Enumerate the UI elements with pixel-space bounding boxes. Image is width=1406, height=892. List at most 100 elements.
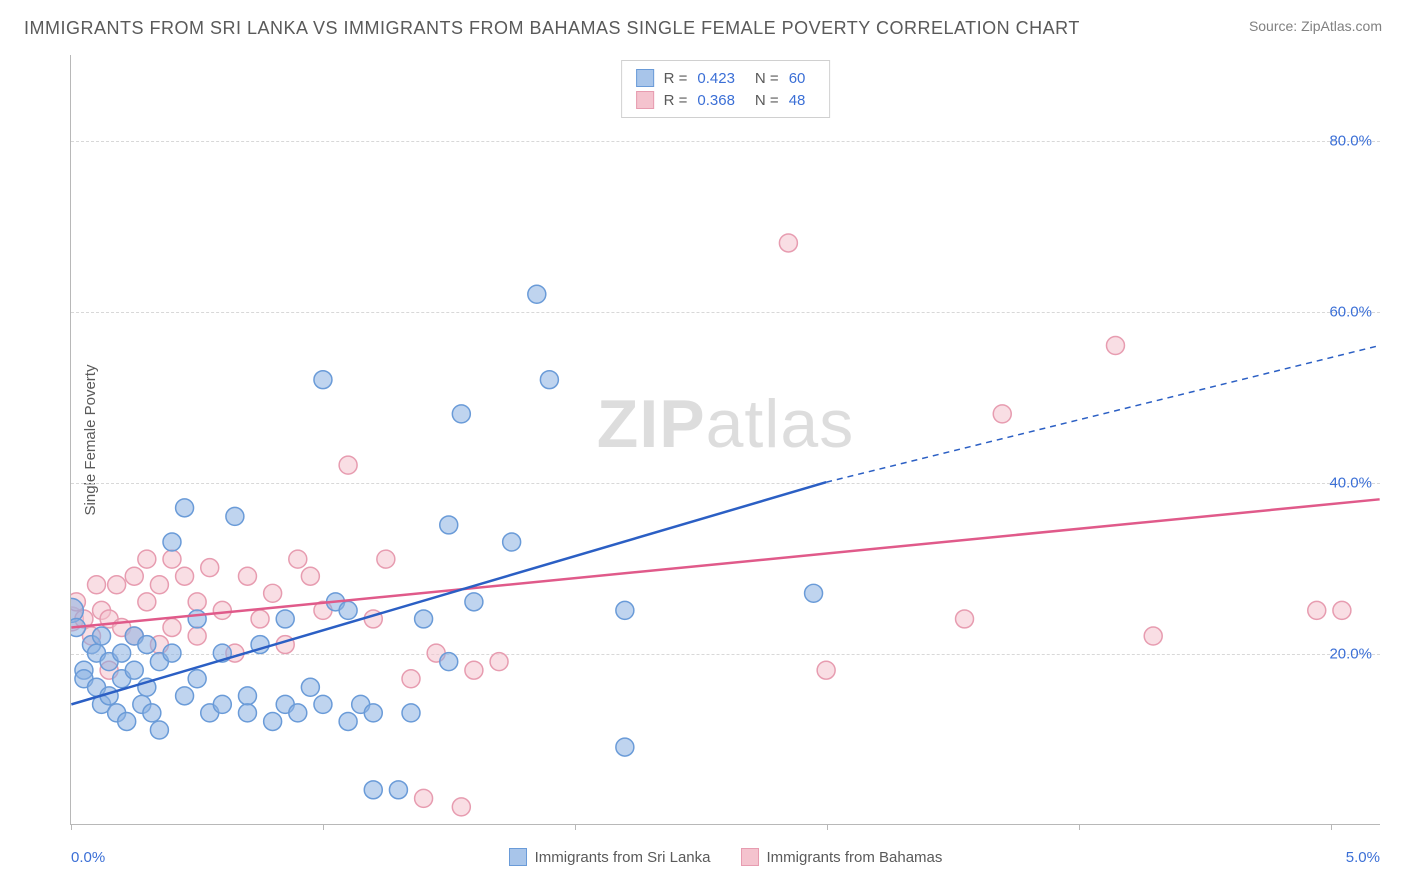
data-point [264, 584, 282, 602]
data-point [314, 371, 332, 389]
data-point [364, 781, 382, 799]
data-point [339, 601, 357, 619]
data-point [138, 593, 156, 611]
data-point [150, 721, 168, 739]
swatch-icon [636, 91, 654, 109]
swatch-icon [636, 69, 654, 87]
data-point [176, 687, 194, 705]
data-point [118, 712, 136, 730]
data-point [143, 704, 161, 722]
swatch-icon [509, 848, 527, 866]
data-point [377, 550, 395, 568]
data-point [226, 507, 244, 525]
data-point [415, 789, 433, 807]
data-point [540, 371, 558, 389]
data-point [113, 644, 131, 662]
data-point [402, 670, 420, 688]
data-point [440, 653, 458, 671]
x-tick [575, 824, 576, 830]
data-point [264, 712, 282, 730]
data-point [339, 712, 357, 730]
data-point [805, 584, 823, 602]
legend-item-bahamas: Immigrants from Bahamas [741, 848, 943, 866]
x-tick [1079, 824, 1080, 830]
chart-header: IMMIGRANTS FROM SRI LANKA VS IMMIGRANTS … [0, 0, 1406, 47]
data-point [163, 550, 181, 568]
x-tick [323, 824, 324, 830]
r-label: R = [664, 92, 688, 109]
n-label: N = [755, 92, 779, 109]
data-point [364, 704, 382, 722]
trendline-sri-lanka-dashed [826, 346, 1380, 483]
data-point [452, 798, 470, 816]
data-point [1333, 601, 1351, 619]
x-tick [1331, 824, 1332, 830]
data-point [1308, 601, 1326, 619]
data-point [1106, 337, 1124, 355]
data-point [176, 499, 194, 517]
legend-label: Immigrants from Bahamas [767, 849, 943, 866]
data-point [138, 550, 156, 568]
data-point [289, 550, 307, 568]
data-point [125, 661, 143, 679]
data-point [440, 516, 458, 534]
data-point [817, 661, 835, 679]
data-point [301, 678, 319, 696]
data-point [503, 533, 521, 551]
scatter-plot-svg [71, 55, 1380, 824]
data-point [188, 627, 206, 645]
data-point [93, 627, 111, 645]
data-point [616, 601, 634, 619]
trendline-bahamas [71, 499, 1379, 627]
data-point [150, 576, 168, 594]
data-point [201, 559, 219, 577]
x-tick [827, 824, 828, 830]
plot-box: R = 0.423 N = 60 R = 0.368 N = 48 ZIPatl… [70, 55, 1380, 825]
data-point [213, 695, 231, 713]
data-point [163, 533, 181, 551]
data-point [276, 610, 294, 628]
data-point [88, 576, 106, 594]
data-point [465, 593, 483, 611]
legend-item-sri-lanka: Immigrants from Sri Lanka [509, 848, 711, 866]
data-point [1144, 627, 1162, 645]
x-tick [71, 824, 72, 830]
data-point [238, 704, 256, 722]
data-point [415, 610, 433, 628]
data-point [176, 567, 194, 585]
n-value: 48 [789, 92, 806, 109]
data-point [213, 601, 231, 619]
data-point [188, 670, 206, 688]
data-point [251, 610, 269, 628]
legend-stats-row-0: R = 0.423 N = 60 [636, 67, 816, 89]
legend-stats: R = 0.423 N = 60 R = 0.368 N = 48 [621, 60, 831, 118]
r-value: 0.423 [697, 70, 735, 87]
source-link[interactable]: ZipAtlas.com [1301, 18, 1382, 34]
data-point [528, 285, 546, 303]
x-tick-label-right: 5.0% [1346, 849, 1380, 866]
data-point [108, 576, 126, 594]
data-point [163, 644, 181, 662]
data-point [993, 405, 1011, 423]
data-point [289, 704, 307, 722]
source-prefix: Source: [1249, 18, 1301, 34]
data-point [339, 456, 357, 474]
data-point [490, 653, 508, 671]
data-point [301, 567, 319, 585]
chart-area: Single Female Poverty R = 0.423 N = 60 R… [50, 55, 1380, 825]
data-point [125, 567, 143, 585]
data-point [779, 234, 797, 252]
data-point [616, 738, 634, 756]
r-label: R = [664, 70, 688, 87]
data-point [465, 661, 483, 679]
data-point [188, 593, 206, 611]
data-point [452, 405, 470, 423]
data-point [238, 567, 256, 585]
legend-stats-row-1: R = 0.368 N = 48 [636, 89, 816, 111]
data-point [956, 610, 974, 628]
n-label: N = [755, 70, 779, 87]
chart-title: IMMIGRANTS FROM SRI LANKA VS IMMIGRANTS … [24, 18, 1080, 39]
data-point [163, 618, 181, 636]
data-point [389, 781, 407, 799]
x-tick-label-left: 0.0% [71, 849, 105, 866]
